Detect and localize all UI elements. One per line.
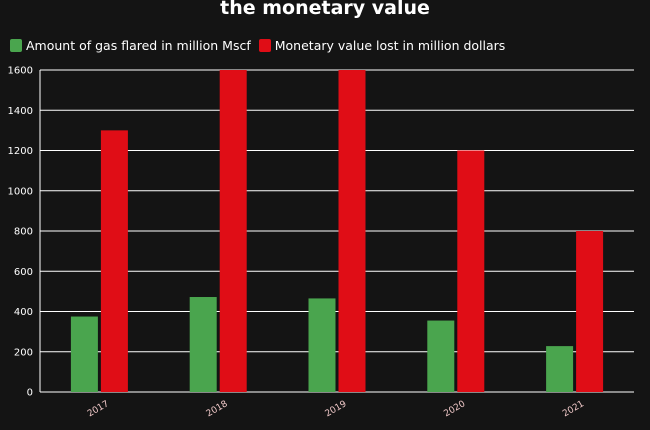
bar-gas-2020 [427,320,455,392]
legend-label-gas: Amount of gas flared in million Mscf [26,37,251,53]
bar-value-2020 [457,150,485,392]
y-tick-label-200: 200 [14,347,33,358]
legend-item-value: Monetary value lost in million dollars [258,37,506,53]
legend: Amount of gas flared in million Mscf Mon… [10,36,505,54]
legend-item-gas: Amount of gas flared in million Mscf [10,38,251,53]
y-tick-label-1200: 1200 [8,146,33,157]
y-tick-label-600: 600 [14,267,33,278]
bar-value-2018 [219,70,247,392]
x-tick-label-2021: 2021 [561,399,586,419]
bar-gas-2018 [189,297,217,392]
chart-title: the monetary value [220,0,430,19]
legend-label-value: Monetary value lost in million dollars [274,37,506,53]
y-tick-label-1000: 1000 [8,186,33,197]
y-tick-label-1600: 1600 [8,66,33,77]
legend-swatch-gas [10,38,22,52]
x-tick-label-2018: 2018 [205,399,230,419]
x-tick-label-2019: 2019 [324,399,349,419]
bar-value-2019 [338,70,366,392]
bar-value-2021 [576,231,604,392]
x-tick-label-2020: 2020 [442,399,467,419]
y-tick-label-0: 0 [27,388,33,399]
y-tick-label-1400: 1400 [8,106,33,117]
legend-swatch-value [258,38,271,52]
y-tick-label-400: 400 [14,307,33,318]
bar-value-2017 [100,130,128,392]
y-tick-label-800: 800 [14,227,33,238]
bar-gas-2021 [546,346,574,392]
bar-gas-2017 [70,316,98,392]
bar-gas-2019 [308,298,336,392]
x-tick-label-2017: 2017 [86,399,111,419]
